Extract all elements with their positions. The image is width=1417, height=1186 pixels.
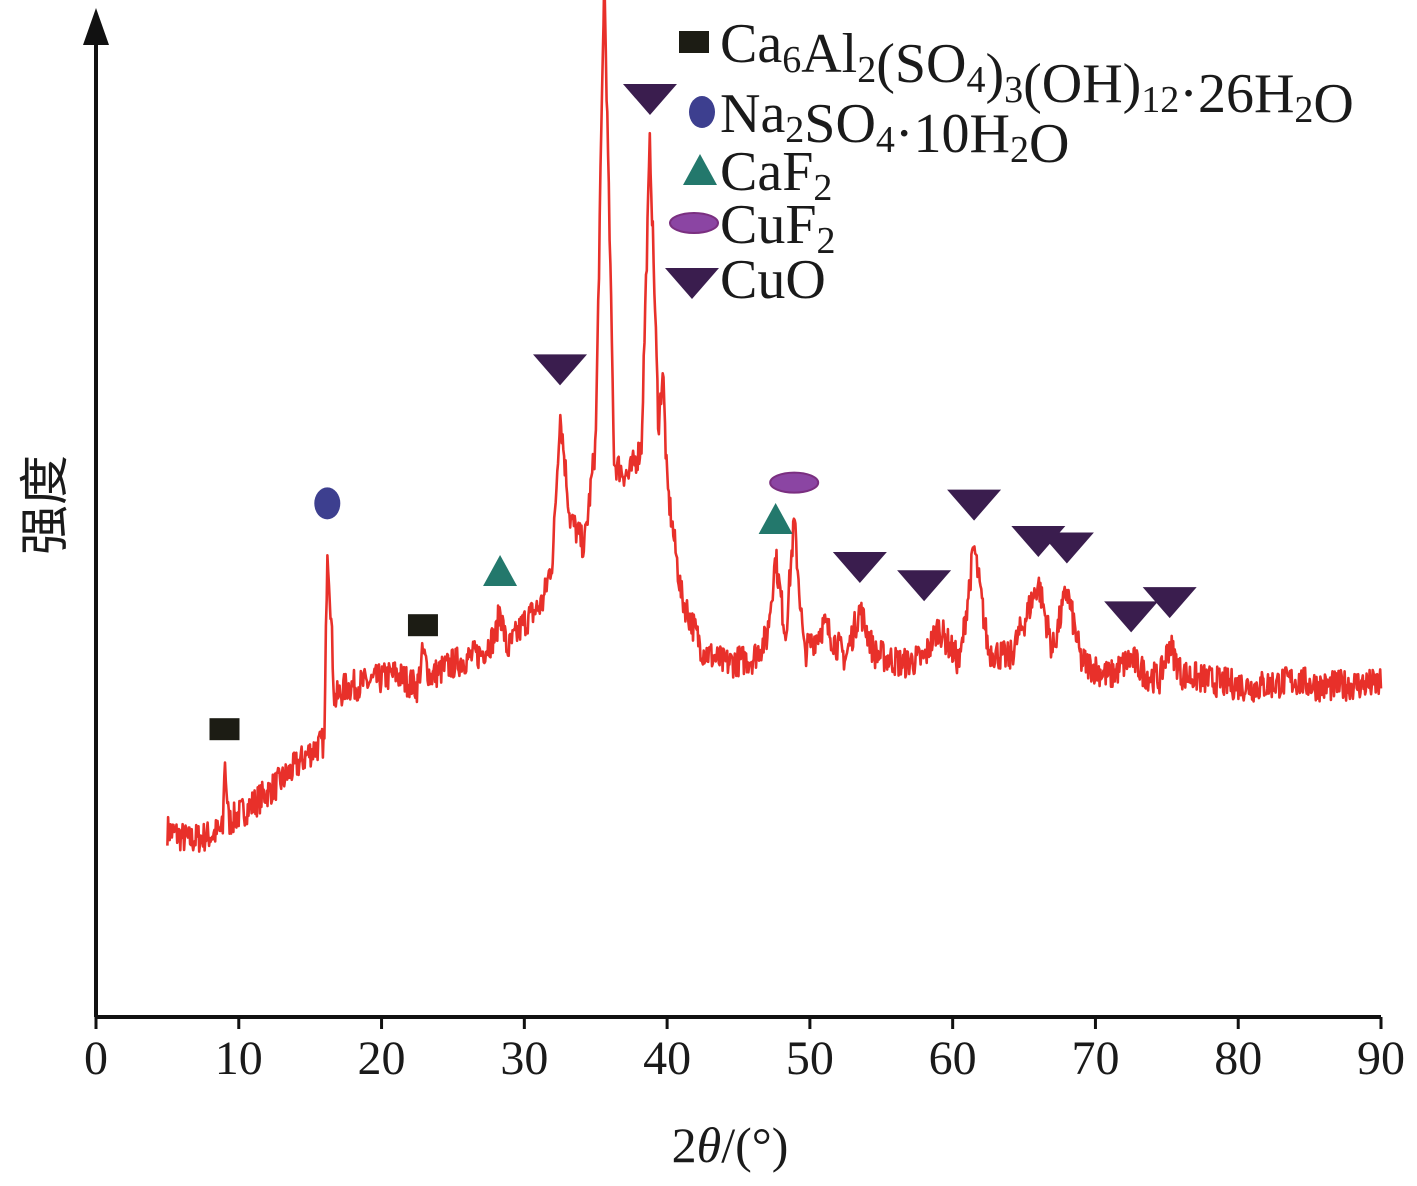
peak-marker [209,718,240,741]
legend-label-part: Ca [720,13,782,75]
legend-label: CuF2 [720,194,836,262]
peak-marker [314,487,341,520]
x-tick-label: 50 [786,1032,834,1085]
legend-label: CaF2 [720,141,832,209]
legend-label-part: 2 [1010,129,1029,171]
legend-label-part: O [1313,73,1353,135]
peak-marker [1039,532,1094,564]
x-axis-title: 2θ/(°) [672,1117,789,1173]
legend-label-part: 2 [785,109,804,151]
peak-marker [832,552,887,583]
x-tick-label: 40 [643,1032,691,1085]
legend-label-part: (SO [876,33,966,95]
x-tick-label: 80 [1214,1032,1262,1085]
peak-marker [622,84,677,115]
legend-label-part: ·26H [1179,63,1294,125]
peak-marker [947,489,1002,521]
legend-label-part: 3 [1004,69,1023,111]
legend-label: Na2SO4·10H2O [720,83,1069,175]
legend-label-part: 4 [966,59,985,101]
legend-label-part: 2 [817,220,836,262]
y-axis-arrowhead [83,8,109,45]
legend-label-part: (OH) [1023,53,1141,115]
legend: Ca6Al2(SO4)3(OH)12·26H2ONa2SO4·10H2OCaF2… [665,13,1354,311]
axes: 0 10 20 30 40 50 60 70 80 90 [83,8,1405,1085]
legend-label-part: 2 [1294,89,1313,131]
legend-label: CuO [720,249,826,311]
legend-label-part: ) [985,43,1004,105]
x-axis-title-suffix: /(°) [721,1117,788,1173]
peak-marker [407,614,438,637]
peak-marker [1104,601,1159,633]
legend-label-part: ·10H [895,103,1010,165]
legend-label-part: CuO [720,249,826,311]
peak-marker [769,471,820,494]
legend-label-part: 12 [1141,79,1179,121]
legend-label-part: Al [801,23,857,85]
peak-marker [758,503,793,534]
x-tick-label: 10 [215,1032,263,1085]
x-tick-label: 70 [1071,1032,1119,1085]
x-tick-label: 90 [1357,1032,1405,1085]
legend-label-part: CuF [720,194,817,256]
peak-marker [483,555,518,586]
xrd-trace [166,0,1383,853]
peak-marker [1142,587,1197,619]
legend-marker [683,154,717,185]
legend-marker [679,31,709,53]
pattern-curve [166,0,1383,853]
legend-marker [689,96,715,128]
y-axis-title: 强度 [17,455,73,555]
x-axis-title-theta: θ [697,1117,722,1173]
peak-marker [533,354,588,386]
x-tick-label: 30 [500,1032,548,1085]
legend-label-part: O [1029,113,1069,175]
peak-markers [209,84,1197,741]
peak-marker [897,570,952,602]
legend-label-part: 4 [876,119,895,161]
x-tick-label: 20 [358,1032,406,1085]
legend-label: Ca6Al2(SO4)3(OH)12·26H2O [720,13,1354,135]
x-axis-title-prefix: 2 [672,1117,697,1173]
legend-label-part: CaF [720,141,813,203]
x-tick-label: 0 [84,1032,108,1085]
legend-label-part: Na [720,83,785,145]
legend-marker [669,212,719,234]
legend-label-part: SO [804,93,876,155]
x-tick-label: 60 [929,1032,977,1085]
legend-label-part: 6 [782,39,801,81]
legend-marker [665,268,719,299]
legend-label-part: 2 [857,49,876,91]
legend-label-part: 2 [813,167,832,209]
